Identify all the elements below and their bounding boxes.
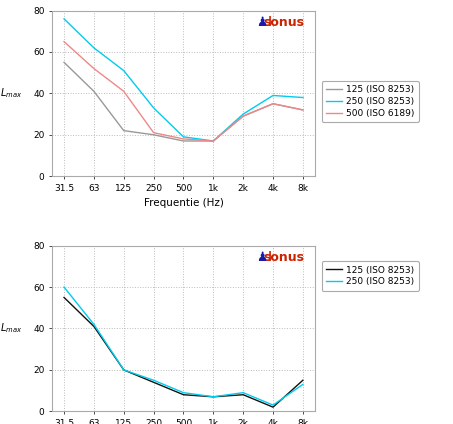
Text: ♟: ♟	[255, 251, 267, 264]
Text: sonus: sonus	[263, 251, 304, 264]
Text: ❙: ❙	[266, 16, 275, 25]
X-axis label: Frequentie (Hz): Frequentie (Hz)	[144, 198, 223, 208]
Legend: 125 (ISO 8253), 250 (ISO 8253), 500 (ISO 6189): 125 (ISO 8253), 250 (ISO 8253), 500 (ISO…	[322, 81, 419, 122]
Y-axis label: $L_{max}$: $L_{max}$	[0, 86, 22, 100]
Text: ❙: ❙	[266, 251, 275, 261]
Text: sonus: sonus	[263, 16, 304, 28]
Y-axis label: $L_{max}$: $L_{max}$	[0, 321, 22, 335]
Text: ♟: ♟	[255, 16, 267, 28]
Legend: 125 (ISO 8253), 250 (ISO 8253): 125 (ISO 8253), 250 (ISO 8253)	[322, 261, 419, 291]
